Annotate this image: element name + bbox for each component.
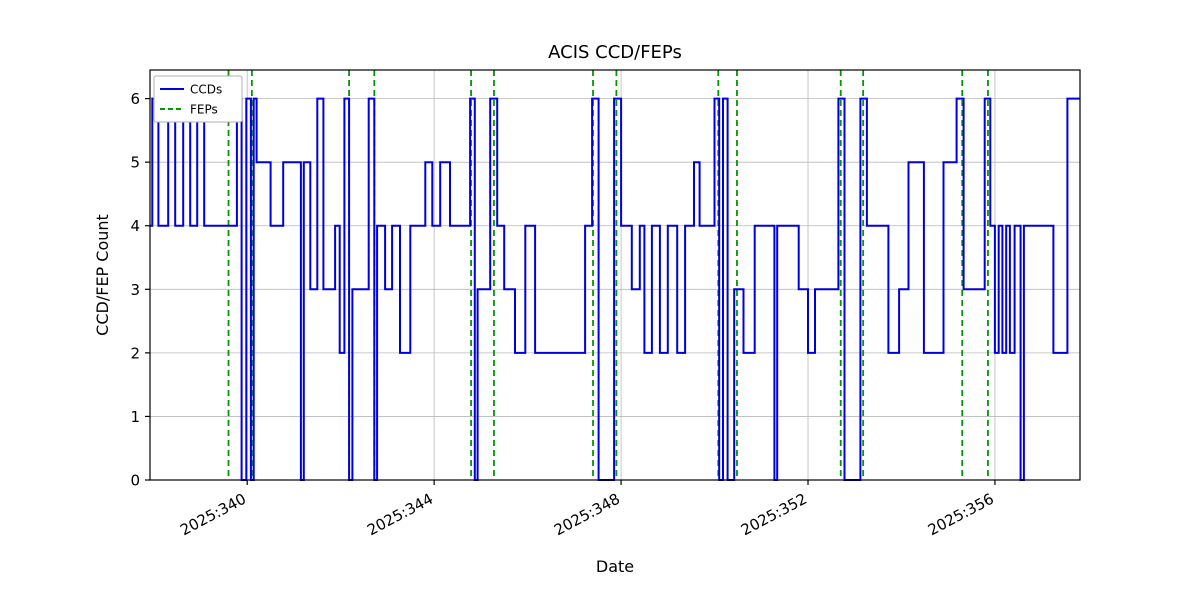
x-axis-label: Date — [596, 557, 634, 576]
x-tick-label: 2025:356 — [925, 490, 997, 540]
y-tick-label: 1 — [130, 408, 140, 426]
y-tick-label: 2 — [130, 344, 140, 362]
legend-label-ccds: CCDs — [190, 83, 222, 97]
x-tick-label: 2025:348 — [551, 490, 623, 540]
legend-label-feps: FEPs — [190, 103, 218, 117]
chart-title: ACIS CCD/FEPs — [548, 42, 682, 63]
y-tick-label: 0 — [130, 472, 140, 490]
y-tick-label: 6 — [130, 90, 140, 108]
x-tick-label: 2025:340 — [177, 490, 249, 540]
y-tick-label: 3 — [130, 281, 140, 299]
ccds-step-line — [150, 97, 1080, 481]
y-tick-label: 5 — [130, 154, 140, 172]
y-axis-label: CCD/FEP Count — [93, 214, 112, 336]
y-tick-label: 4 — [130, 217, 140, 235]
legend-box — [153, 75, 243, 123]
x-tick-label: 2025:344 — [364, 490, 436, 540]
x-tick-label: 2025:352 — [738, 490, 810, 540]
legend: CCDs FEPs — [153, 75, 243, 123]
axes-spines — [149, 69, 1081, 481]
